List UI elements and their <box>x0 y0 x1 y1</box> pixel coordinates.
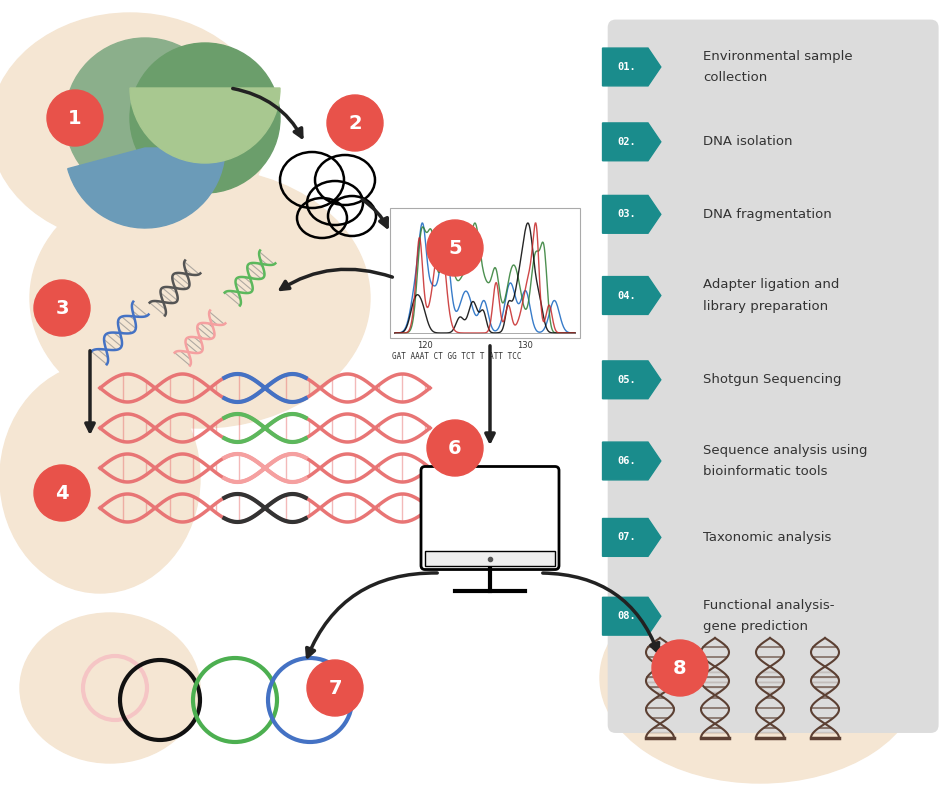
Ellipse shape <box>0 363 200 593</box>
FancyBboxPatch shape <box>607 20 939 733</box>
Text: Taxonomic analysis: Taxonomic analysis <box>703 531 832 544</box>
Text: 03.: 03. <box>618 210 636 219</box>
Text: 5: 5 <box>448 239 462 258</box>
Text: 7: 7 <box>328 678 342 697</box>
Circle shape <box>307 660 363 716</box>
Text: 04.: 04. <box>618 291 636 300</box>
Text: 1: 1 <box>69 109 82 128</box>
Text: 120: 120 <box>417 341 433 350</box>
Polygon shape <box>603 123 661 161</box>
Text: 4: 4 <box>55 484 69 503</box>
Text: DNA fragmentation: DNA fragmentation <box>703 208 832 221</box>
Circle shape <box>34 465 90 521</box>
Polygon shape <box>603 442 661 480</box>
Circle shape <box>34 280 90 336</box>
Wedge shape <box>130 88 280 163</box>
Polygon shape <box>603 361 661 399</box>
Text: 130: 130 <box>517 341 533 350</box>
Text: 07.: 07. <box>618 533 636 542</box>
Text: GAT AAAT CT GG TCT T ATT TCC: GAT AAAT CT GG TCT T ATT TCC <box>392 352 522 361</box>
Text: 2: 2 <box>348 113 362 132</box>
Polygon shape <box>603 48 661 86</box>
Text: bioinformatic tools: bioinformatic tools <box>703 465 827 478</box>
Text: DNA isolation: DNA isolation <box>703 136 792 148</box>
Text: 8: 8 <box>673 659 687 678</box>
Polygon shape <box>603 519 661 556</box>
Text: Environmental sample: Environmental sample <box>703 50 853 63</box>
Text: gene prediction: gene prediction <box>703 620 808 634</box>
Text: Functional analysis-: Functional analysis- <box>703 599 835 612</box>
Polygon shape <box>603 195 661 233</box>
Text: Adapter ligation and: Adapter ligation and <box>703 278 839 292</box>
Circle shape <box>327 95 383 151</box>
Text: 08.: 08. <box>618 611 636 621</box>
Text: Sequence analysis using: Sequence analysis using <box>703 444 868 457</box>
Ellipse shape <box>30 168 370 428</box>
Ellipse shape <box>20 613 200 763</box>
Ellipse shape <box>600 573 920 783</box>
Text: 6: 6 <box>448 438 462 458</box>
Circle shape <box>130 43 280 193</box>
Ellipse shape <box>0 13 270 243</box>
FancyBboxPatch shape <box>425 551 555 566</box>
Text: 01.: 01. <box>618 62 636 72</box>
Circle shape <box>65 38 225 198</box>
Circle shape <box>652 640 708 696</box>
Wedge shape <box>68 148 225 228</box>
Circle shape <box>427 420 483 476</box>
Text: 3: 3 <box>55 299 69 318</box>
FancyBboxPatch shape <box>390 208 580 338</box>
Text: 02.: 02. <box>618 137 636 147</box>
Polygon shape <box>603 597 661 635</box>
Circle shape <box>47 90 103 146</box>
Polygon shape <box>603 277 661 314</box>
Text: 06.: 06. <box>618 456 636 466</box>
Text: collection: collection <box>703 71 767 84</box>
FancyBboxPatch shape <box>421 466 559 570</box>
Text: library preparation: library preparation <box>703 299 828 313</box>
Circle shape <box>427 220 483 276</box>
Text: 05.: 05. <box>618 375 636 385</box>
Text: Shotgun Sequencing: Shotgun Sequencing <box>703 374 841 386</box>
